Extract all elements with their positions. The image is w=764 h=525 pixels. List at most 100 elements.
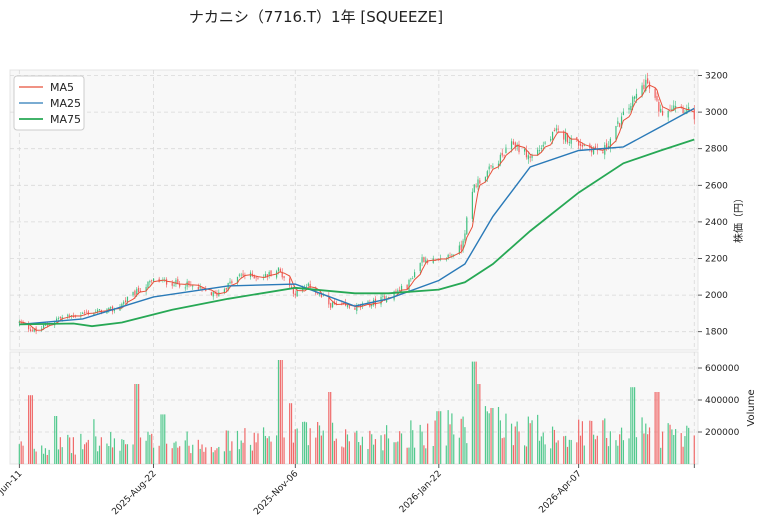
price-tick-label: 2800 [705, 145, 728, 155]
volume-bar [406, 447, 408, 464]
candle-body [124, 300, 127, 302]
candle-body [59, 316, 61, 319]
candle-body [126, 296, 129, 303]
volume-bar [95, 436, 97, 464]
volume-bar [460, 418, 462, 464]
volume-bar [35, 451, 37, 464]
volume-bar [542, 432, 544, 464]
volume-bar [531, 420, 533, 464]
volume-bar [484, 406, 487, 464]
volume-bar [397, 441, 399, 464]
volume-bar [145, 440, 147, 464]
candle-body [20, 322, 22, 324]
candle-body [643, 84, 645, 89]
volume-bar [684, 436, 686, 464]
candle-body [537, 149, 539, 156]
candle-body [31, 329, 33, 331]
volume-bar [54, 416, 56, 464]
volume-bar [645, 423, 647, 464]
candle-body [667, 110, 669, 118]
candle-body [458, 245, 460, 254]
candle-body [307, 283, 309, 286]
candle-body [123, 301, 125, 305]
volume-bar [617, 445, 619, 464]
candle-body [18, 321, 20, 324]
volume-bar [164, 414, 166, 464]
candle-body [253, 275, 255, 279]
volume-bar [262, 427, 265, 464]
candle-body [503, 154, 505, 156]
volume-bar [41, 445, 43, 464]
volume-bar [682, 446, 684, 464]
candle-body [382, 296, 384, 297]
volume-bar [675, 429, 677, 464]
candle-body [400, 285, 403, 292]
candle-body [693, 109, 695, 120]
volume-bar [320, 435, 322, 464]
volume-bar [93, 419, 95, 464]
volume-bar [18, 444, 20, 464]
candle-body [320, 293, 322, 297]
volume-panel [9, 351, 699, 465]
candle-body [22, 322, 24, 324]
candle-body [514, 142, 516, 148]
candle-body [473, 184, 475, 193]
volume-bar [501, 438, 503, 464]
volume-bar [201, 444, 203, 464]
volume-bar [576, 442, 578, 464]
candle-body [641, 85, 643, 97]
candle-body [69, 315, 71, 317]
candle-body [384, 296, 386, 301]
candle-body [399, 289, 401, 292]
volume-bar [486, 411, 488, 464]
volume-bar [147, 431, 149, 464]
volume-bar [393, 442, 395, 464]
candle-body [147, 281, 149, 288]
ma5-line [19, 84, 695, 331]
candle-body [242, 273, 244, 276]
candle-body [654, 88, 656, 98]
volume-bar [492, 408, 494, 464]
volume-bar [361, 436, 363, 464]
volume-bar [205, 447, 207, 464]
candle-body [346, 305, 349, 307]
candle-body [294, 293, 296, 296]
volume-bar [475, 361, 477, 464]
candle-body [152, 278, 155, 282]
candle-body [371, 304, 373, 307]
volume-bar [579, 435, 582, 464]
volume-bar [648, 427, 651, 464]
volume-bar [419, 424, 421, 464]
volume-bar [138, 384, 140, 464]
candle-body [397, 290, 399, 292]
candle-body [281, 271, 283, 278]
candle-body [471, 191, 473, 219]
candle-body [449, 255, 451, 257]
volume-bar [175, 441, 177, 464]
volume-bar [395, 442, 397, 464]
price-tick-label: 3000 [705, 108, 728, 118]
candle-body [421, 257, 423, 263]
candle-body [139, 290, 142, 293]
candle-body [240, 274, 242, 276]
volume-bar [136, 384, 138, 464]
candle-body [477, 179, 479, 188]
volume-bar [31, 395, 33, 464]
volume-bar [387, 438, 390, 464]
candle-body [568, 141, 570, 143]
volume-bar [477, 384, 479, 464]
candle-body [602, 151, 604, 153]
volume-bar [162, 414, 164, 464]
volume-bar [218, 446, 220, 464]
candle-body [197, 287, 199, 290]
volume-bar [371, 434, 373, 464]
candle-body [538, 150, 541, 151]
volume-bar [550, 448, 552, 464]
volume-bar [525, 446, 528, 464]
volume-axis: 200000 400000 600000 [698, 364, 740, 438]
candle-body [660, 108, 662, 113]
candle-body [542, 144, 544, 147]
candle-body [138, 287, 140, 292]
candle-body [257, 277, 259, 279]
